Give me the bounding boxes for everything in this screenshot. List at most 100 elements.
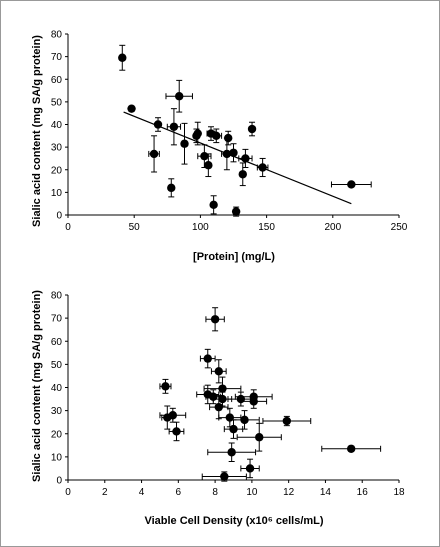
cell-density-data-point [236, 422, 282, 452]
cell-density-data-point [229, 410, 260, 430]
protein-marker [175, 92, 184, 101]
protein-marker [258, 163, 267, 172]
protein-marker [224, 133, 233, 143]
cell-density-y-tick-label: 70 [51, 314, 63, 325]
protein-y-tick-label: 60 [51, 75, 63, 86]
cell-density-y-tick-label: 80 [51, 291, 63, 302]
cell-density-x-tick-label: 0 [65, 487, 71, 498]
protein-y-tick-label: 50 [51, 97, 63, 108]
protein-x-tick-label: 50 [129, 222, 141, 233]
protein-chart-tick-labels: 0 10 20 30 40 50 60 70 80 0 50 100 150 200 250 [51, 30, 408, 234]
cell-density-marker [227, 448, 236, 457]
cell-density-marker [168, 411, 178, 420]
protein-y-tick-label: 10 [51, 188, 63, 199]
cell-density-chart-marks [159, 307, 382, 482]
cell-density-data-point [201, 471, 247, 482]
protein-data-point [127, 104, 136, 113]
protein-marker [169, 122, 179, 131]
cell-density-chart-y-axis-title: Sialic acid content (mg SA/g protein) [31, 290, 43, 482]
cell-density-x-tick-label: 12 [283, 487, 295, 498]
protein-data-point [153, 117, 163, 132]
protein-x-tick-label: 250 [391, 222, 408, 233]
protein-marker [222, 149, 232, 159]
cell-density-y-tick-label: 60 [51, 337, 63, 348]
protein-marker [193, 129, 202, 138]
cell-density-data-point [223, 419, 244, 439]
cell-density-y-tick-label: 30 [51, 406, 63, 417]
protein-data-point [167, 178, 176, 198]
protein-marker [209, 200, 218, 210]
protein-data-point [210, 128, 223, 144]
protein-y-tick-label: 70 [51, 52, 63, 63]
protein-chart-y-axis-title: Sialic acid content (mg SA/g protein) [31, 35, 43, 227]
protein-data-point [166, 108, 182, 146]
cell-density-marker [240, 415, 249, 425]
protein-data-point [148, 135, 160, 173]
cell-density-data-point [159, 407, 187, 423]
protein-x-tick-label: 200 [324, 222, 341, 233]
protein-chart-x-axis-title: [Protein] (mg/L) [193, 251, 275, 263]
cell-density-y-tick-label: 0 [56, 476, 62, 487]
cell-density-marker [282, 416, 292, 426]
cell-density-marker [229, 424, 238, 434]
protein-marker [231, 207, 241, 216]
protein-y-tick-label: 40 [51, 120, 63, 131]
protein-data-point [238, 162, 247, 187]
protein-y-tick-label: 30 [51, 143, 63, 154]
cell-density-marker [214, 402, 223, 412]
protein-chart-marks [118, 44, 372, 217]
protein-data-point [330, 180, 372, 189]
cell-density-y-tick-label: 40 [51, 383, 63, 394]
cell-density-y-tick-label: 10 [51, 452, 63, 463]
protein-marker [127, 104, 136, 113]
protein-data-point [238, 148, 253, 168]
protein-marker [212, 131, 221, 141]
protein-trendline [123, 111, 352, 205]
cell-density-marker [161, 382, 170, 391]
cell-density-data-point [159, 378, 172, 394]
protein-marker [153, 120, 163, 129]
protein-scatter-chart: 0 10 20 30 40 50 60 70 80 0 50 100 150 200 250 [Protei… [31, 30, 408, 264]
cell-density-data-point [168, 421, 185, 442]
cell-density-chart-tick-labels: 0 10 20 30 40 50 60 70 80 0 2 4 6 8 10 12 14 16 18 [51, 291, 405, 499]
cell-density-x-tick-label: 14 [320, 487, 332, 498]
protein-data-point [224, 130, 233, 146]
cell-density-marker [172, 427, 181, 436]
cell-density-marker [255, 433, 264, 442]
protein-data-point [247, 121, 257, 137]
cell-density-marker [218, 384, 227, 393]
protein-marker [241, 154, 250, 163]
cell-density-data-point [262, 415, 312, 427]
protein-data-point [231, 206, 241, 217]
cell-density-marker [346, 444, 356, 453]
cell-density-x-tick-label: 10 [246, 487, 258, 498]
cell-density-marker [210, 315, 220, 324]
cell-density-y-tick-label: 20 [51, 429, 63, 440]
cell-density-marker [220, 472, 229, 481]
protein-chart-axes [65, 33, 400, 218]
cell-density-x-tick-label: 2 [102, 487, 108, 498]
protein-x-tick-label: 0 [65, 222, 71, 233]
protein-marker [167, 183, 176, 193]
cell-density-marker [249, 392, 258, 401]
cell-density-data-point [199, 348, 216, 369]
cell-density-chart-axes [65, 294, 400, 483]
cell-density-data-point [321, 444, 382, 453]
cell-density-chart-x-axis-title: Viable Cell Density (x10⁶ cells/mL) [144, 515, 323, 527]
protein-marker [347, 180, 356, 189]
cell-density-x-tick-label: 8 [212, 487, 218, 498]
protein-data-point [229, 143, 238, 163]
protein-x-tick-label: 100 [192, 222, 209, 233]
protein-y-tick-label: 0 [56, 211, 62, 222]
protein-marker [229, 148, 238, 157]
cell-density-marker [203, 354, 212, 363]
protein-marker [149, 149, 159, 159]
protein-marker [200, 151, 209, 161]
protein-marker [204, 161, 213, 170]
cell-density-marker [214, 367, 223, 376]
cell-density-x-tick-label: 16 [357, 487, 369, 498]
protein-x-tick-label: 150 [258, 222, 275, 233]
protein-marker [247, 124, 257, 134]
